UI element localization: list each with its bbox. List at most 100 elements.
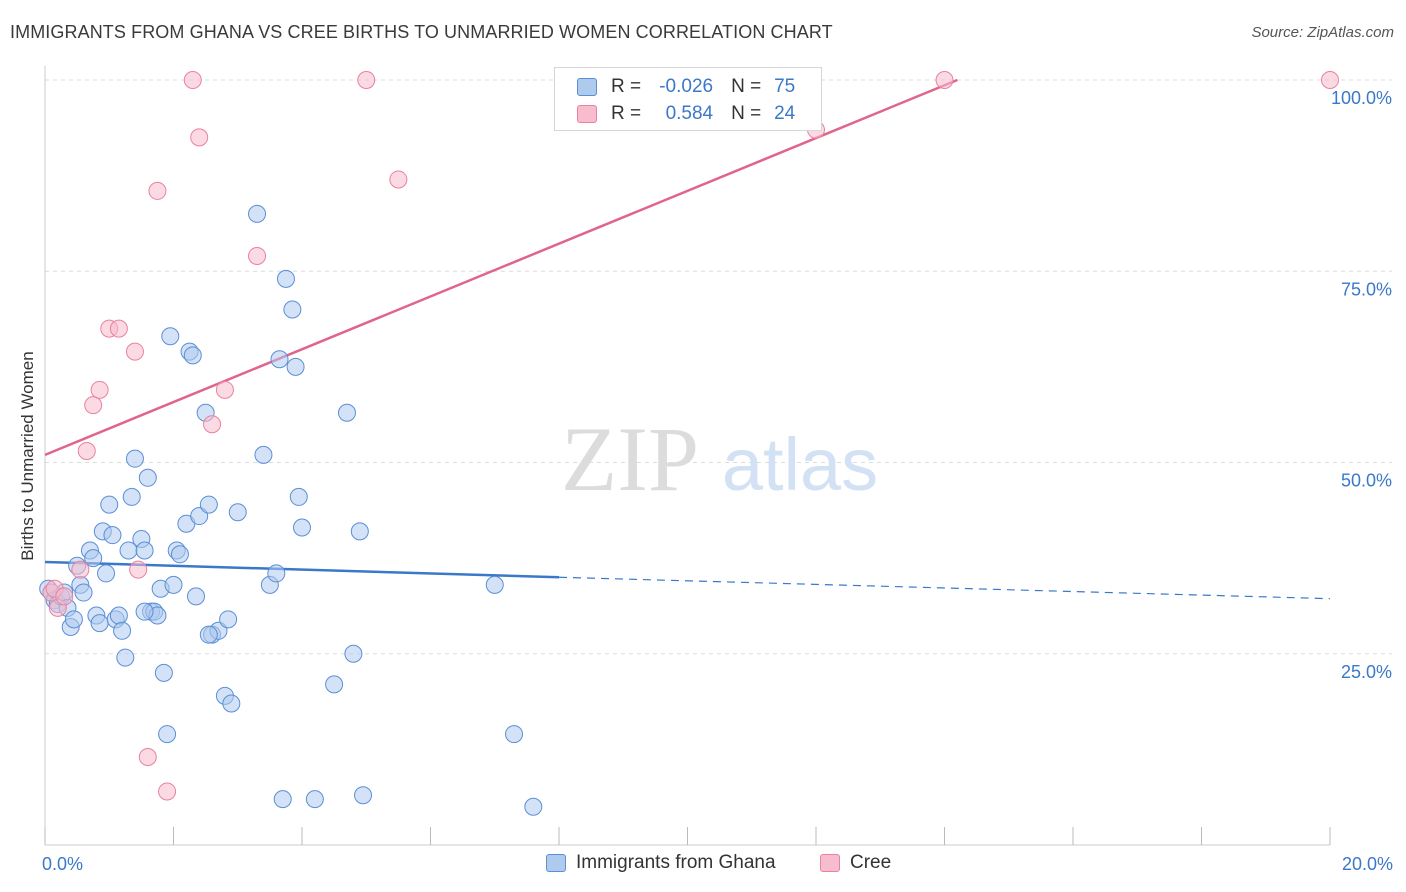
ghana-point [199,625,218,644]
ghana-point [116,648,135,667]
cree-point [109,319,128,338]
ghana-point [97,564,116,583]
cree-r-value: 0.584 [665,103,714,124]
ghana-point [186,587,205,606]
n-label: N = [731,103,762,124]
cree-point [71,560,90,579]
cree-n-value: 24 [774,103,796,124]
ghana-point [270,350,289,369]
ghana-swatch [577,78,597,96]
ghana-point [254,445,273,464]
ghana-point [74,583,93,602]
stats-legend: R = -0.026 N = 75 R = 0.584 N = 24 [554,67,822,131]
ghana-point [135,602,154,621]
ghana-point [267,564,286,583]
ghana-point [164,575,183,594]
ghana-point [283,300,302,319]
r-label: R = [611,76,642,97]
cree-point [129,560,148,579]
legend-row-cree: R = 0.584 N = 24 [555,101,795,127]
ghana-point [273,790,292,809]
ghana-point [190,507,209,526]
ghana-point [135,541,154,560]
y-tick-label: 50.0% [1341,471,1392,491]
cree-point [138,748,157,767]
ghana-point [170,545,189,564]
ghana-point [109,606,128,625]
ghana-point [84,549,103,568]
ghana-point [350,522,369,541]
cree-point [125,342,144,361]
grid-lines [45,79,1392,655]
data-points [39,71,1339,816]
ghana-point [183,346,202,365]
cree-point [389,170,408,189]
ghana-point [354,786,373,805]
ghana-point [289,487,308,506]
y-tick-label: 100.0% [1331,88,1392,108]
ghana-point [219,610,238,629]
y-tick-label: 25.0% [1341,662,1392,682]
ghana-point [64,610,83,629]
cree-point [248,246,267,265]
ghana-point [199,495,218,514]
y-tick-label: 75.0% [1341,279,1392,299]
cree-trend-line [44,78,958,457]
cree-point [148,181,167,200]
cree-point [357,71,376,89]
cree-point [935,71,954,89]
ghana-point [154,663,173,682]
ghana-point [125,449,144,468]
ghana-point [228,503,247,522]
ghana-point [485,575,504,594]
ghana-trend-extension [558,576,1331,600]
ghana-legend-swatch [546,854,566,872]
ghana-trend-line [44,560,560,579]
cree-point [183,71,202,89]
source-label: Source: ZipAtlas.com [1251,24,1394,41]
cree-point [158,782,177,801]
ghana-point [122,487,141,506]
ghana-point [337,403,356,422]
cree-point [90,380,109,399]
ghana-point [161,327,180,346]
tick-labels: 25.0% 50.0% 75.0% 100.0% 0.0% 20.0% [42,88,1393,874]
ghana-point [113,621,132,640]
cree-swatch [577,105,597,123]
legend-item-cree[interactable]: Cree [820,852,891,874]
ghana-r-value: -0.026 [659,76,714,97]
zipatlas-watermark: ZIP atlas [561,408,878,510]
n-label: N = [731,76,762,97]
ghana-point [524,797,543,816]
x-tick-label-min: 0.0% [42,854,83,874]
cree-point [84,396,103,415]
legend-item-ghana[interactable]: Immigrants from Ghana [546,852,776,874]
ghana-point [138,468,157,487]
cree-legend-label: Cree [850,852,892,873]
ghana-n-value: 75 [774,76,796,97]
cree-point [1321,71,1339,89]
cree-legend-swatch [820,854,840,872]
cree-point [203,415,222,434]
legend-row-ghana: R = -0.026 N = 75 [555,74,795,100]
ghana-point [505,725,524,744]
ghana-point [325,675,344,694]
cree-point [215,380,234,399]
ghana-point [222,694,241,713]
cree-point [55,587,74,606]
chart-title: IMMIGRANTS FROM GHANA VS CREE BIRTHS TO … [10,22,833,42]
ghana-point [286,357,305,376]
ghana-point [276,269,295,288]
ghana-legend-label: Immigrants from Ghana [576,852,776,873]
watermark-atlas: atlas [722,423,878,506]
ghana-point [344,644,363,663]
cree-point [77,442,96,461]
ghana-point [158,725,177,744]
axes [44,66,1331,846]
watermark-zip: ZIP [561,408,699,510]
ghana-point [90,614,109,633]
ghana-point [248,204,267,223]
trend-lines [44,78,1331,600]
cree-point [190,128,209,147]
